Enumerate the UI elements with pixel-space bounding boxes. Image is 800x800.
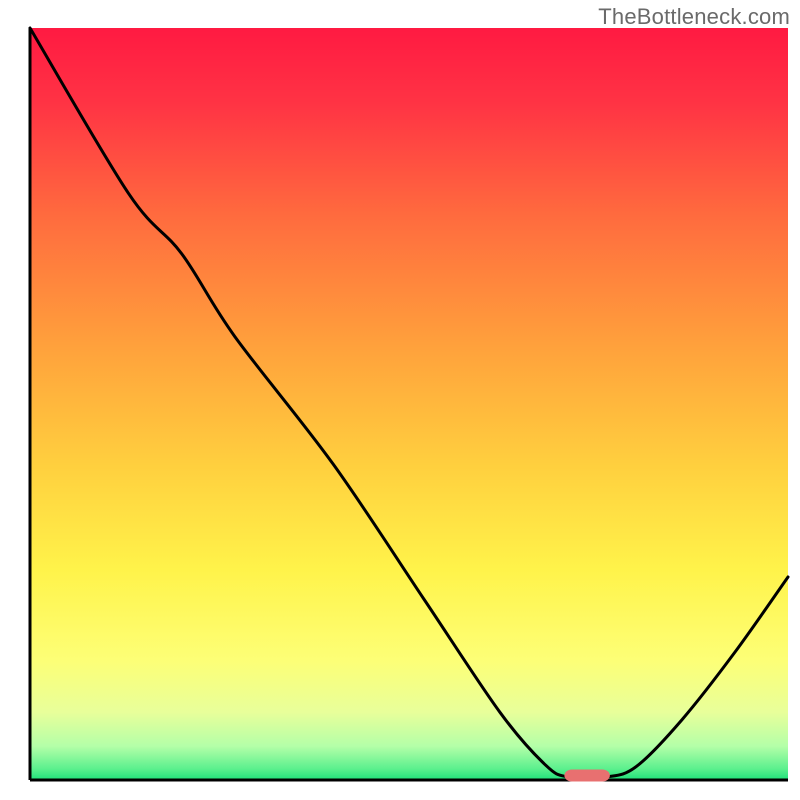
plot-background (30, 28, 788, 780)
optimal-marker (564, 769, 609, 781)
bottleneck-chart (0, 0, 800, 800)
chart-svg (0, 0, 800, 800)
